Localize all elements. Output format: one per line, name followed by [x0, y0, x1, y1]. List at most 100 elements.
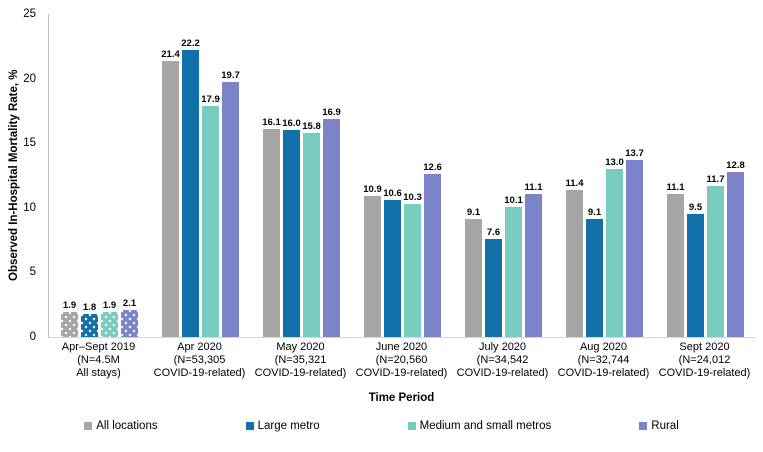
- y-tick-label: 0: [29, 331, 36, 343]
- legend-label: Rural: [651, 420, 679, 432]
- bar-column: 2.1: [121, 298, 138, 337]
- bar-value-label: 11.1: [666, 181, 685, 193]
- bar-value-label: 2.1: [122, 297, 137, 309]
- bar-value-label: 10.6: [383, 188, 402, 200]
- bar-column: 17.9: [201, 94, 220, 337]
- x-axis-labels: Apr–Sept 2019 (N=4.5M All stays) Apr 2020 (N…: [48, 341, 755, 380]
- x-category-label-line: COVID-19-related): [557, 367, 650, 379]
- bar-value-label: 21.4: [161, 48, 180, 60]
- bar-column: 9.5: [687, 202, 704, 337]
- bar: [222, 82, 239, 337]
- bar-value-label: 15.8: [302, 120, 321, 132]
- bar-column: 11.4: [566, 178, 583, 337]
- bar-value-label: 1.9: [62, 300, 77, 312]
- x-category-label: Apr 2020 (N=53,305 COVID-19-related): [149, 341, 250, 380]
- bar-value-label: 12.8: [726, 159, 745, 171]
- bar: [61, 312, 78, 337]
- bar-column: 10.3: [403, 191, 422, 337]
- legend-item: Rural: [639, 420, 679, 432]
- bar-value-label: 7.6: [486, 226, 501, 238]
- x-category-label: May 2020 (N=35,321 COVID-19-related): [250, 341, 351, 380]
- bar-value-label: 9.5: [688, 202, 703, 214]
- x-category-label-line: (N=24,012: [678, 354, 731, 366]
- bar-value-label: 13.0: [605, 157, 624, 169]
- x-axis-title: Time Period: [368, 392, 435, 404]
- bar-group: 21.4 22.2 17.9 19.7: [150, 14, 251, 337]
- legend-item: Medium and small metros: [407, 420, 551, 432]
- x-category-label-line: COVID-19-related): [355, 367, 448, 379]
- bar-value-label: 11.7: [706, 173, 725, 185]
- bar-column: 12.6: [423, 162, 442, 337]
- bar-column: 19.7: [221, 70, 240, 337]
- bar: [162, 60, 179, 337]
- bar: [727, 171, 744, 337]
- bar-column: 7.6: [485, 227, 502, 337]
- bar-column: 11.1: [667, 182, 684, 337]
- bar: [202, 105, 219, 337]
- legend: All locations Large metro Medium and small…: [0, 420, 763, 432]
- bar: [101, 312, 118, 337]
- x-category-label: June 2020 (N=20,560 COVID-19-related): [351, 341, 452, 380]
- y-tick-label: 10: [23, 201, 36, 214]
- bar: [303, 132, 320, 337]
- bar-group: 10.9 10.6 10.3 12.6: [352, 14, 453, 337]
- bar-column: 9.1: [465, 207, 482, 337]
- x-category-label-line: COVID-19-related): [254, 367, 347, 379]
- bar: [283, 130, 300, 337]
- x-category-label-line: May 2020: [276, 341, 325, 353]
- bar-column: 22.2: [181, 38, 200, 337]
- bar-column: 1.9: [101, 300, 118, 337]
- bar-value-label: 22.2: [181, 38, 200, 50]
- bar: [606, 169, 623, 337]
- x-category-label-line: (N=53,305: [173, 354, 226, 366]
- bar: [182, 50, 199, 337]
- legend-item: Large metro: [245, 420, 320, 432]
- bar: [667, 193, 684, 337]
- bar-value-label: 19.7: [221, 70, 240, 82]
- bar: [81, 313, 98, 337]
- bar-column: 1.9: [61, 300, 78, 337]
- x-category-label-line: Sept 2020: [679, 341, 730, 353]
- x-category-label-line: (N=32,744: [577, 354, 630, 366]
- x-category-label-line: (N=34,542: [476, 354, 529, 366]
- bar-column: 12.8: [726, 159, 745, 337]
- bar-column: 9.1: [586, 207, 603, 337]
- x-category-label-line: All stays): [76, 367, 121, 379]
- x-category-label-line: Apr 2020: [177, 341, 222, 353]
- legend-label: All locations: [96, 420, 158, 432]
- bar-column: 10.6: [383, 188, 402, 337]
- bar-value-label: 16.0: [282, 118, 301, 130]
- y-tick-label: 5: [29, 266, 36, 279]
- bar: [323, 118, 340, 337]
- x-category-label: July 2020 (N=34,542 COVID-19-related): [452, 341, 553, 380]
- bar-group: 16.1 16.0 15.8 16.9: [251, 14, 352, 337]
- bar-column: 13.0: [605, 157, 624, 337]
- bar: [121, 309, 138, 337]
- bar: [586, 219, 603, 337]
- bar-value-label: 11.1: [524, 181, 543, 193]
- x-category-label-line: June 2020: [375, 341, 428, 353]
- bar: [707, 185, 724, 337]
- x-category-label-line: (N=4.5M: [77, 354, 120, 366]
- bar-value-label: 11.4: [565, 177, 584, 189]
- bar-group: 1.9 1.8 1.9 2.1: [49, 14, 150, 337]
- bar: [364, 196, 381, 337]
- bar-column: 21.4: [161, 48, 180, 337]
- x-category-label-line: Aug 2020: [579, 341, 628, 353]
- legend-item: All locations: [84, 420, 158, 432]
- x-category-label-line: (N=20,560: [375, 354, 428, 366]
- x-category-label-line: COVID-19-related): [153, 367, 246, 379]
- bar: [384, 200, 401, 337]
- bar-value-label: 16.9: [322, 106, 341, 118]
- bar-value-label: 10.3: [403, 191, 422, 203]
- bar: [505, 206, 522, 337]
- legend-label: Large metro: [257, 420, 320, 432]
- bar: [525, 193, 542, 337]
- bar: [485, 238, 502, 337]
- bar-column: 16.9: [322, 106, 341, 337]
- bar-value-label: 13.7: [625, 148, 644, 159]
- y-tick-label: 20: [23, 72, 36, 85]
- y-axis-ticks: 0 5 10 15 20 25: [0, 8, 42, 343]
- x-category-label: Sept 2020 (N=24,012 COVID-19-related): [654, 341, 755, 380]
